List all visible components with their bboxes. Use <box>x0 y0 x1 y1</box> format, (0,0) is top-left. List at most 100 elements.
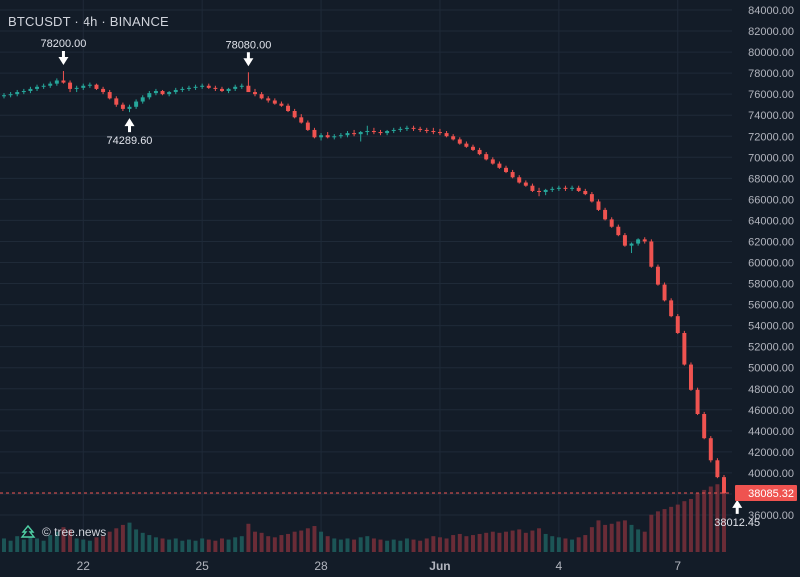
candle-body <box>484 154 489 160</box>
volume-bar <box>153 537 158 552</box>
candle <box>530 183 535 193</box>
price-annotation: 78080.00 <box>225 39 271 67</box>
candle <box>87 82 92 88</box>
volume-bar <box>371 538 376 552</box>
candle <box>517 175 522 184</box>
volume-bar <box>332 538 337 552</box>
candle <box>120 102 125 111</box>
volume-bar <box>200 538 205 552</box>
candle <box>233 84 238 92</box>
candle-body <box>477 149 482 155</box>
candle-body <box>682 332 687 365</box>
candle-body <box>530 185 535 191</box>
candle <box>21 88 26 95</box>
candle-body <box>272 100 277 104</box>
volume-bar <box>28 537 33 552</box>
volume-bar <box>41 540 46 552</box>
volume-bar <box>272 537 277 552</box>
candle-body <box>451 136 456 140</box>
candle <box>226 87 231 94</box>
candle <box>695 387 700 416</box>
candle-body <box>708 438 713 461</box>
candle-body <box>365 130 370 133</box>
x-tick-label: 4 <box>556 559 563 573</box>
candle <box>325 132 330 139</box>
candle <box>418 126 423 133</box>
volume-bar <box>305 528 310 552</box>
candle <box>484 152 489 161</box>
candle-body <box>404 127 409 129</box>
candle <box>378 129 383 136</box>
y-tick-label: 56000.00 <box>748 300 794 312</box>
volume-bar <box>101 536 106 552</box>
volume-bar <box>391 539 396 552</box>
candle <box>391 127 396 134</box>
volume-bar <box>682 501 687 552</box>
candle-body <box>523 182 528 186</box>
y-tick-label: 84000.00 <box>748 5 794 17</box>
candle <box>8 92 13 98</box>
annotation-layer: 78200.00 74289.60 78080.00 38012.45 <box>41 38 761 529</box>
candle <box>636 238 641 246</box>
annotation-label: 78200.00 <box>41 38 87 50</box>
candle-body <box>596 201 601 210</box>
volume-bar <box>147 535 152 552</box>
volume-bar <box>8 540 13 552</box>
volume-bar <box>537 528 542 552</box>
candle <box>715 458 720 479</box>
candle-body <box>160 91 165 95</box>
candle <box>81 83 86 90</box>
candle <box>193 84 198 90</box>
candle <box>147 91 152 100</box>
candle <box>345 130 350 138</box>
volume-bar <box>385 540 390 552</box>
candle-body <box>688 364 693 390</box>
candle <box>2 93 6 99</box>
volume-bar <box>688 498 693 552</box>
volume-bar <box>312 526 317 552</box>
candle-body <box>140 97 145 102</box>
x-tick-label: 7 <box>674 559 681 573</box>
y-tick-label: 62000.00 <box>748 236 794 248</box>
annotation-label: 74289.60 <box>107 135 153 147</box>
candle-body <box>200 85 205 87</box>
y-tick-label: 46000.00 <box>748 405 794 417</box>
candle <box>140 95 145 104</box>
candle <box>543 188 548 196</box>
candle <box>576 185 581 193</box>
candle-body <box>437 132 442 134</box>
candle <box>649 239 654 268</box>
volume-bar <box>636 529 641 552</box>
volume-bar <box>649 514 654 552</box>
candle <box>292 108 297 119</box>
volume-bar <box>160 538 165 552</box>
candle <box>101 86 106 95</box>
volume-bar <box>193 540 198 552</box>
candle-body <box>213 87 218 89</box>
volume-bar <box>48 535 53 552</box>
candle-body <box>180 88 185 90</box>
candle-body <box>669 300 674 317</box>
candle-body <box>378 132 383 134</box>
candle <box>675 314 680 335</box>
candle-body <box>464 143 469 147</box>
y-tick-label: 74000.00 <box>748 110 794 122</box>
candle <box>398 126 403 133</box>
candle-body <box>655 266 660 285</box>
candle <box>609 217 614 228</box>
y-tick-label: 68000.00 <box>748 173 794 185</box>
candle <box>259 92 264 100</box>
volume-bar <box>398 540 403 552</box>
grid-layer <box>0 0 732 552</box>
volume-bar <box>213 540 218 552</box>
candle <box>424 127 429 134</box>
candle-body <box>299 117 304 123</box>
candle-body <box>722 477 726 494</box>
candle <box>537 187 542 197</box>
candle <box>556 185 561 191</box>
volume-bar <box>54 531 59 552</box>
volume-bar <box>695 493 700 552</box>
candle <box>662 282 667 302</box>
candle <box>61 71 66 84</box>
candle-body <box>556 187 561 189</box>
